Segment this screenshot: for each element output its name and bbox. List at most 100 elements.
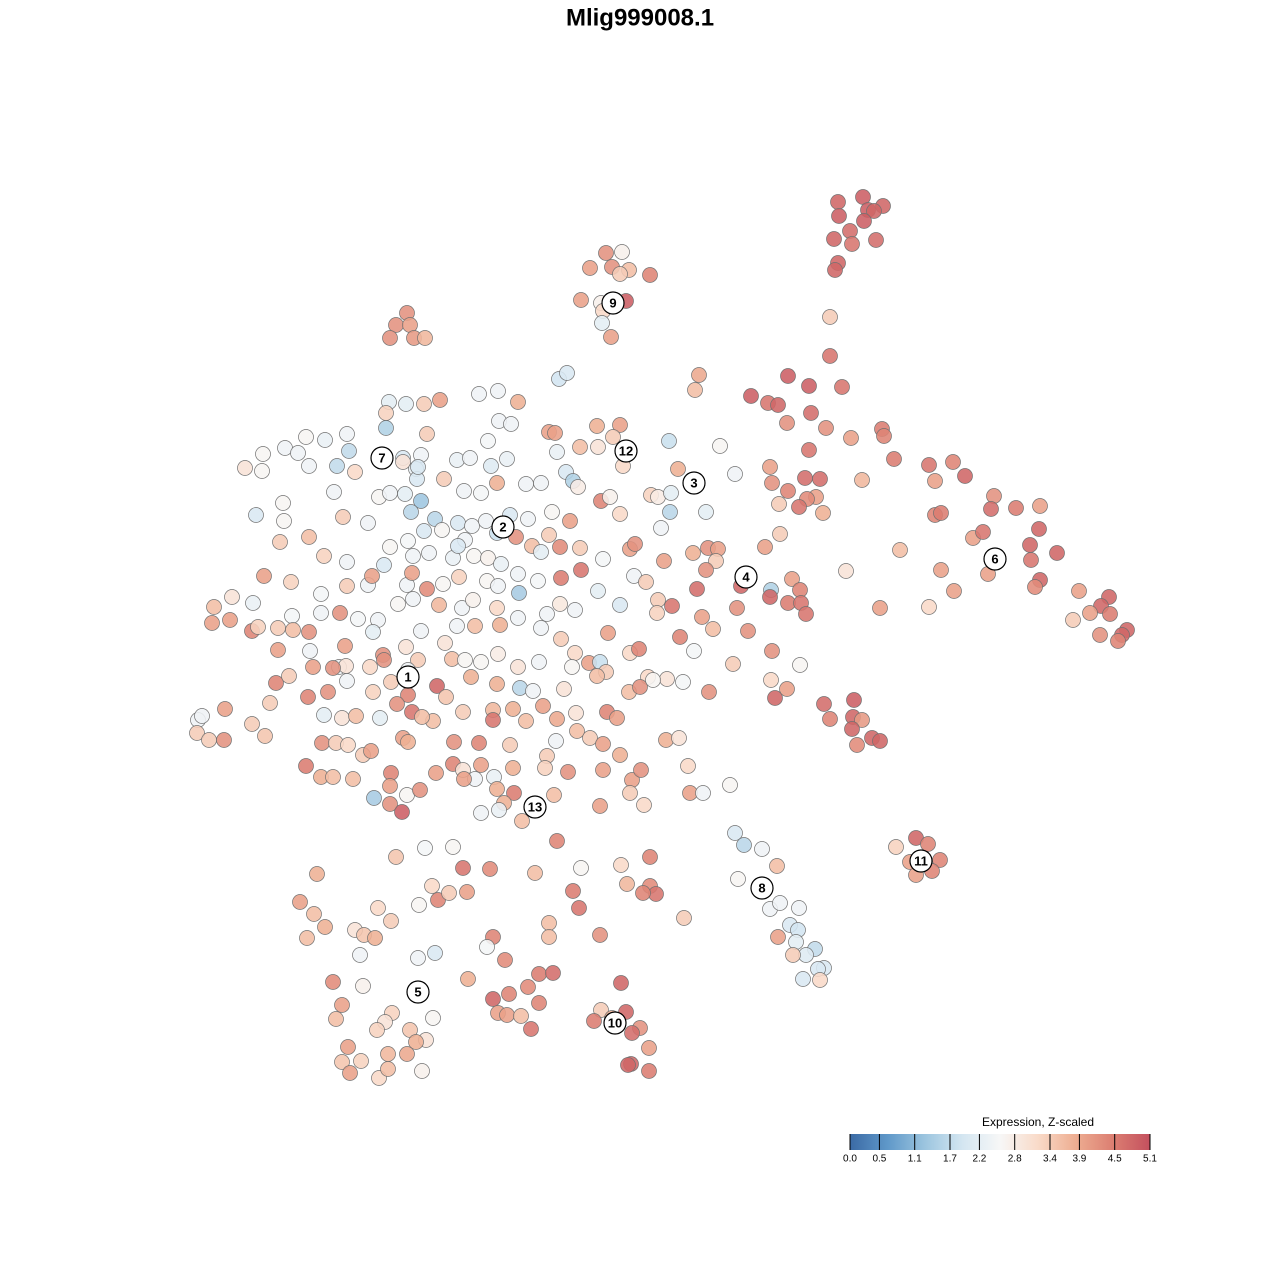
cell-point: [428, 765, 444, 781]
cell-point: [672, 629, 688, 645]
cell-point: [822, 711, 838, 727]
cell-point: [489, 781, 505, 797]
cell-point: [317, 919, 333, 935]
cell-point: [281, 668, 297, 684]
cell-point: [389, 696, 405, 712]
cell-point: [680, 758, 696, 774]
cluster-label: 10: [608, 1015, 622, 1030]
cell-point: [450, 538, 466, 554]
cell-point: [518, 713, 534, 729]
cell-point: [586, 1013, 602, 1029]
cell-point: [815, 505, 831, 521]
cell-point: [306, 906, 322, 922]
cell-point: [397, 486, 413, 502]
cell-point: [846, 692, 862, 708]
cluster-label-badge: [603, 1011, 627, 1035]
cell-point: [342, 1065, 358, 1081]
cell-point: [408, 1034, 424, 1050]
cell-point: [366, 790, 382, 806]
cell-point: [569, 723, 585, 739]
cell-point: [1023, 552, 1039, 568]
cell-point: [570, 479, 586, 495]
cell-point: [771, 496, 787, 512]
cell-point: [506, 785, 522, 801]
cell-point: [849, 737, 865, 753]
cell-point: [302, 643, 318, 659]
cell-point: [549, 711, 565, 727]
colorbar-tick-label: 5.1: [1143, 1154, 1157, 1165]
cell-point: [262, 695, 278, 711]
cell-point: [818, 420, 834, 436]
cell-point: [779, 415, 795, 431]
cell-point: [204, 615, 220, 631]
cluster-label: 6: [991, 551, 998, 566]
cell-point: [194, 708, 210, 724]
cell-point: [419, 426, 435, 442]
cell-point: [334, 997, 350, 1013]
cell-point: [945, 454, 961, 470]
cell-point: [417, 840, 433, 856]
cell-point: [365, 624, 381, 640]
cell-point: [603, 329, 619, 345]
cell-point: [490, 646, 506, 662]
cell-point: [798, 606, 814, 622]
cell-point: [348, 708, 364, 724]
cell-point: [334, 710, 350, 726]
cell-point: [518, 476, 534, 492]
cell-point: [480, 550, 496, 566]
cell-point: [573, 860, 589, 876]
cell-point: [222, 612, 238, 628]
cell-point: [457, 652, 473, 668]
cell-point: [1110, 633, 1126, 649]
cell-point: [676, 910, 692, 926]
cell-point: [339, 673, 355, 689]
cluster-label-badge: [734, 565, 758, 589]
cell-point: [338, 658, 354, 674]
cell-point: [619, 876, 635, 892]
cell-point: [664, 598, 680, 614]
cell-point: [400, 533, 416, 549]
cell-point: [275, 495, 291, 511]
cell-point: [464, 518, 480, 534]
cell-point: [533, 475, 549, 491]
cell-point: [410, 459, 426, 475]
cluster-label: 8: [758, 880, 765, 895]
cell-point: [525, 683, 541, 699]
cell-point: [927, 473, 943, 489]
cell-point: [455, 704, 471, 720]
cell-point: [489, 475, 505, 491]
cell-point: [612, 747, 628, 763]
cell-point: [301, 529, 317, 545]
cell-point: [541, 527, 557, 543]
cell-point: [332, 605, 348, 621]
cell-point: [592, 798, 608, 814]
cell-point: [466, 548, 482, 564]
cell-point: [334, 1054, 350, 1070]
cell-point: [920, 836, 936, 852]
cell-point: [473, 757, 489, 773]
cell-point: [365, 684, 381, 700]
cell-point: [598, 245, 614, 261]
cell-point: [727, 825, 743, 841]
cell-point: [946, 583, 962, 599]
cell-point: [740, 623, 756, 639]
cell-point: [573, 292, 589, 308]
cell-point: [427, 945, 443, 961]
cell-point: [541, 929, 557, 945]
cell-point: [762, 459, 778, 475]
cell-point: [431, 597, 447, 613]
cell-point: [328, 1011, 344, 1027]
cell-point: [686, 643, 702, 659]
cell-point: [403, 504, 419, 520]
cell-point: [437, 635, 453, 651]
cell-point: [712, 438, 728, 454]
cluster-label-badge: [396, 665, 420, 689]
cell-point: [531, 966, 547, 982]
cell-point: [350, 611, 366, 627]
cell-point: [830, 194, 846, 210]
cell-point: [612, 506, 628, 522]
cell-point: [595, 762, 611, 778]
cell-point: [876, 428, 892, 444]
cell-point: [382, 330, 398, 346]
cell-point: [382, 485, 398, 501]
